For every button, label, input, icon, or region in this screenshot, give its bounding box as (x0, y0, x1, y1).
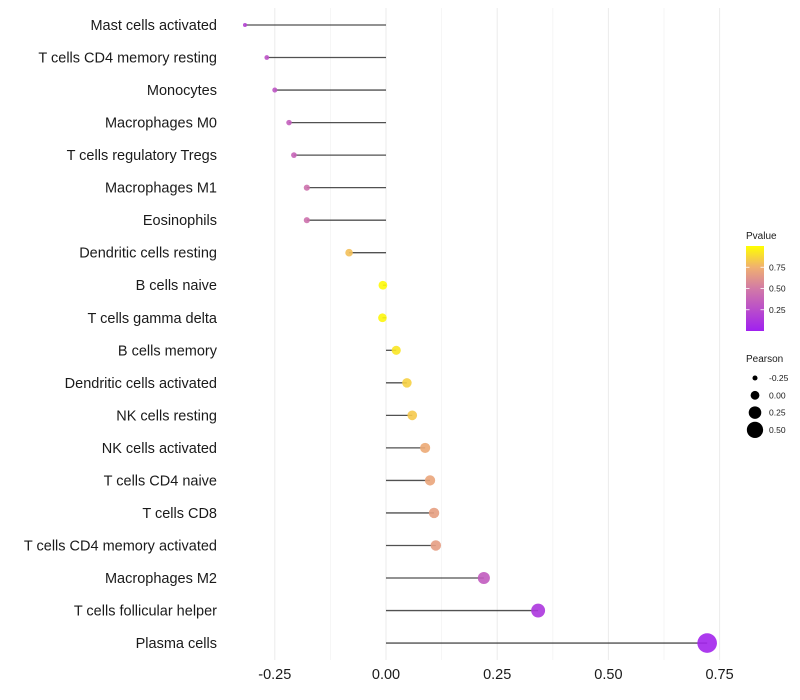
lollipop-point (531, 603, 546, 618)
category-label: Plasma cells (136, 636, 217, 652)
category-label: Dendritic cells resting (79, 246, 217, 262)
grid-lines (274, 8, 721, 660)
lollipop-point (430, 540, 442, 551)
size-legend-dot (752, 375, 758, 381)
category-label: Macrophages M0 (105, 116, 217, 132)
size-legend-label: 0.50 (769, 425, 786, 435)
category-label: T cells regulatory Tregs (67, 148, 217, 164)
category-label: Macrophages M2 (105, 571, 217, 587)
lollipop-point (272, 87, 278, 93)
pvalue-legend: Pvalue 0.25 0.50 0.75 (746, 231, 786, 331)
lollipop-points (242, 22, 717, 653)
colorbar-tick-label: 0.50 (769, 284, 786, 294)
lollipop-point (378, 280, 388, 290)
size-legend-dot (746, 421, 764, 439)
category-label: T cells CD4 memory resting (38, 51, 217, 67)
x-tick-label: 0.25 (483, 667, 511, 683)
y-axis-labels: Mast cells activated T cells CD4 memory r… (24, 18, 218, 652)
lollipop-point (345, 248, 353, 257)
lollipop-point (378, 313, 387, 323)
category-label: B cells memory (118, 343, 218, 359)
lollipop-point (286, 119, 292, 126)
category-label: Monocytes (147, 83, 217, 99)
lollipop-point (420, 442, 431, 453)
x-tick-label: 0.75 (705, 667, 733, 683)
lollipop-point (407, 410, 418, 421)
lollipop-point (477, 571, 490, 585)
category-label: T cells CD4 memory activated (24, 538, 217, 554)
lollipop-point (303, 217, 310, 224)
pvalue-legend-title: Pvalue (746, 231, 777, 242)
category-label: Dendritic cells activated (65, 376, 217, 392)
category-label: T cells CD4 naive (104, 473, 217, 489)
lollipop-point (428, 507, 440, 519)
x-axis-labels: -0.25 0.00 0.25 0.50 0.75 (258, 667, 733, 683)
size-legend-dot (748, 406, 762, 419)
x-tick-label: -0.25 (258, 667, 291, 683)
lollipop-point (402, 378, 412, 388)
lollipop-point (424, 475, 436, 486)
category-label: T cells gamma delta (88, 311, 218, 327)
category-label: NK cells resting (116, 408, 217, 424)
pvalue-colorbar (746, 246, 764, 331)
category-label: NK cells activated (102, 441, 217, 457)
size-legend-label: 0.00 (769, 390, 786, 400)
lollipop-stems (244, 24, 708, 644)
category-label: T cells CD8 (142, 506, 217, 522)
category-label: Mast cells activated (90, 18, 217, 34)
x-tick-label: 0.00 (372, 667, 400, 683)
lollipop-point (291, 152, 297, 158)
pearson-legend-title: Pearson (746, 354, 783, 365)
size-legend-label: 0.25 (769, 408, 786, 418)
category-label: Eosinophils (143, 213, 217, 229)
colorbar-tick-label: 0.25 (769, 305, 786, 315)
colorbar-tick-label: 0.75 (769, 262, 786, 272)
lollipop-point (303, 184, 310, 191)
category-label: T cells follicular helper (74, 604, 217, 620)
lollipop-point (697, 633, 717, 653)
x-tick-label: 0.50 (594, 667, 622, 683)
lollipop-point (242, 22, 248, 28)
size-legend-label: -0.25 (769, 373, 789, 383)
category-label: Macrophages M1 (105, 181, 217, 197)
size-legend-dot (750, 390, 760, 400)
pearson-legend: Pearson -0.25 0.00 0.25 0.50 (746, 354, 789, 439)
category-label: B cells naive (136, 278, 217, 294)
lollipop-point (391, 345, 401, 355)
lollipop-point (264, 55, 270, 60)
